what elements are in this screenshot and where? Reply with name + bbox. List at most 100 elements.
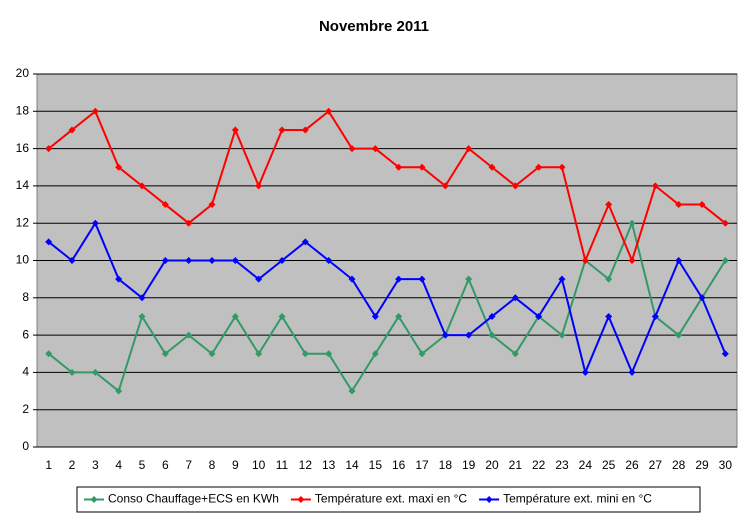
point (675, 257, 683, 264)
point (558, 331, 566, 339)
point (208, 201, 216, 209)
point (91, 107, 99, 115)
x-tick-label: 29 (695, 458, 709, 472)
y-tick-label: 16 (16, 141, 30, 155)
y-tick-label: 12 (16, 215, 30, 229)
point (698, 294, 706, 302)
point (418, 350, 426, 358)
series-line (48, 220, 727, 393)
point (511, 350, 519, 358)
x-tick-label: 24 (579, 458, 593, 472)
point (465, 145, 473, 153)
x-tick-label: 20 (485, 458, 499, 472)
y-tick-label: 2 (22, 402, 29, 416)
point (231, 312, 239, 320)
x-tick-label: 2 (69, 458, 76, 472)
x-tick-label: 14 (345, 458, 359, 472)
y-tick-label: 14 (16, 178, 30, 192)
point (115, 163, 123, 171)
point (138, 312, 146, 320)
point (231, 257, 239, 264)
point (511, 182, 519, 190)
legend-label: Température ext. maxi en °C (315, 492, 468, 506)
point (418, 163, 426, 171)
y-tick-label: 0 (22, 439, 29, 453)
point (278, 312, 286, 320)
x-tick-label: 10 (252, 458, 266, 472)
point (605, 201, 613, 209)
x-tick-label: 28 (672, 458, 686, 472)
point (511, 294, 519, 302)
point (208, 350, 216, 358)
point (278, 257, 286, 264)
point (185, 331, 193, 339)
point (371, 145, 379, 153)
point (371, 312, 379, 320)
point (605, 275, 613, 283)
point (488, 331, 496, 339)
legend-label: Température ext. mini en °C (503, 492, 652, 506)
x-tick-label: 3 (92, 458, 99, 472)
x-tick-label: 30 (719, 458, 733, 472)
point (255, 182, 263, 190)
point (721, 219, 729, 227)
point (628, 368, 636, 376)
point (115, 275, 123, 283)
point (185, 257, 193, 264)
point (651, 182, 659, 190)
x-tick-label: 25 (602, 458, 616, 472)
point (115, 387, 123, 395)
point (45, 145, 53, 153)
x-tick-label: 17 (415, 458, 429, 472)
point (721, 350, 729, 358)
x-tick-label: 7 (185, 458, 192, 472)
point (208, 257, 216, 264)
point (581, 368, 589, 376)
point (418, 275, 426, 283)
point (68, 126, 76, 134)
x-tick-label: 21 (509, 458, 523, 472)
x-tick-label: 11 (276, 458, 289, 472)
point (45, 350, 53, 358)
point (301, 238, 309, 246)
point (231, 126, 239, 134)
x-tick-label: 1 (45, 458, 52, 472)
x-tick-label: 12 (299, 458, 313, 472)
point (45, 238, 53, 246)
point (371, 350, 379, 358)
y-tick-label: 10 (16, 253, 30, 267)
point (558, 163, 566, 171)
point (348, 387, 356, 395)
point (138, 294, 146, 302)
point (628, 219, 636, 227)
x-tick-label: 16 (392, 458, 406, 472)
point (68, 257, 76, 264)
x-tick-label: 5 (139, 458, 146, 472)
point (348, 145, 356, 153)
y-tick-label: 18 (16, 103, 30, 117)
point (255, 350, 263, 358)
series-line (48, 221, 727, 376)
point (535, 312, 543, 320)
point (161, 201, 169, 209)
x-tick-label: 18 (439, 458, 453, 472)
x-tick-label: 13 (322, 458, 336, 472)
point (721, 257, 729, 264)
legend-label: Conso Chauffage+ECS en KWh (108, 492, 279, 506)
point (558, 275, 566, 283)
x-tick-label: 26 (625, 458, 639, 472)
point (395, 275, 403, 283)
point (255, 275, 263, 283)
point (325, 107, 333, 115)
point (651, 312, 659, 320)
point (161, 350, 169, 358)
point (605, 312, 613, 320)
point (325, 350, 333, 358)
point (441, 182, 449, 190)
point (68, 368, 76, 376)
point (91, 219, 99, 227)
series-line (48, 109, 726, 264)
point (488, 312, 496, 320)
x-tick-label: 23 (555, 458, 569, 472)
point (441, 331, 449, 339)
